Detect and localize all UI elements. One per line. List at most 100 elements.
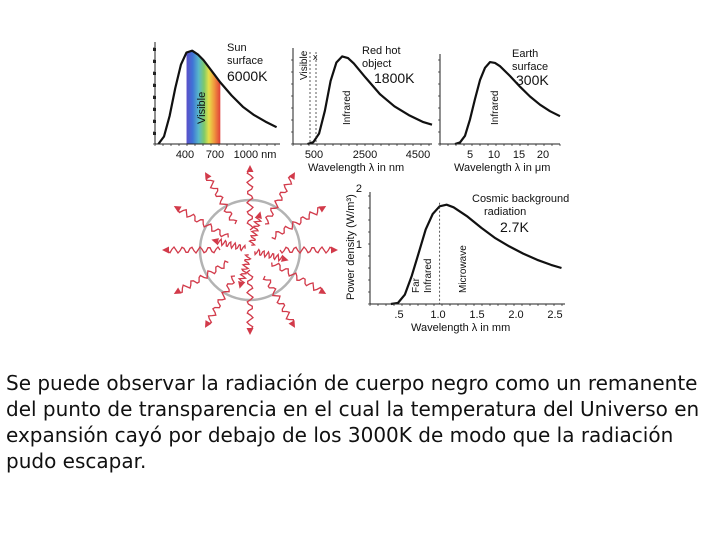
red-hot-x-tick-label: 500 <box>305 149 323 161</box>
earth-x-tick-label: 10 <box>488 149 500 161</box>
earth-curve <box>454 61 561 146</box>
photon-arrow <box>264 172 295 225</box>
photon-wave <box>207 275 236 325</box>
photon-arrow <box>205 275 236 328</box>
earth-infrared-label: Infrared <box>490 91 501 125</box>
sun-y-major-tick <box>153 96 156 99</box>
earth-label-3: 300K <box>516 72 549 88</box>
sun-y-major-tick <box>153 132 156 135</box>
photon-arrow <box>173 206 229 238</box>
cmb-x-ticks: .5 1.0 1.5 2.0 2.5 <box>394 309 562 321</box>
sun-y-major-tick <box>153 72 156 75</box>
sun-surface-panel: 400 700 1000 nm Visible Sun surface 6000K <box>153 42 280 161</box>
cmb-x-tick-label: 2.0 <box>508 309 523 321</box>
cmb-label-1: Cosmic background <box>472 193 569 205</box>
cmb-x-axis-label: Wavelength λ in mm <box>411 322 510 334</box>
sun-curve-line <box>157 49 278 145</box>
cmb-label-2: radiation <box>484 206 526 218</box>
photon-arrowhead <box>318 206 327 213</box>
photon-arrowhead <box>281 255 289 262</box>
photon-wave <box>205 178 238 225</box>
photon-wave <box>248 216 263 246</box>
red-hot-top-mark: x <box>313 52 318 62</box>
sun-band-label: Visible <box>196 92 208 124</box>
blackbody-figure: 400 700 1000 nm Visible Sun surface 6000K … <box>153 42 569 335</box>
cmb-y-tick-label: 2 <box>356 183 362 195</box>
red-hot-x-axis-label: Wavelength λ in nm <box>308 162 404 174</box>
photon-arrow <box>173 260 229 294</box>
photon-arrowhead <box>246 328 254 335</box>
photon-arrowhead <box>255 211 262 219</box>
sun-y-major-tick <box>153 48 156 51</box>
photon-wave <box>254 248 284 263</box>
red-hot-label-2: object <box>362 58 391 70</box>
cmb-far-label: Far <box>411 277 422 293</box>
photon-arrow <box>246 269 254 335</box>
sun-y-major-tick <box>153 108 156 111</box>
radiating-sphere-illustration <box>162 165 338 335</box>
sun-label-3: 6000K <box>227 68 268 84</box>
photon-arrow <box>254 248 289 263</box>
sun-x-tick-label: 700 <box>206 149 224 161</box>
earth-curve-line <box>454 61 561 146</box>
earth-label-1: Earth <box>512 48 538 60</box>
photon-arrowhead <box>331 246 338 254</box>
red-hot-label-1: Red hot <box>362 45 401 57</box>
red-hot-x-ticks: 500 2500 4500 <box>305 149 430 161</box>
photon-wave <box>167 245 221 255</box>
sun-y-major-tick <box>153 120 156 123</box>
cmb-curve-line <box>390 203 562 306</box>
cmb-microwave-label: Microwave <box>458 245 469 293</box>
cmb-curve <box>390 203 562 306</box>
photon-arrowhead <box>205 172 212 180</box>
red-hot-x-tick-label: 4500 <box>406 149 430 161</box>
photon-arrowhead <box>288 320 295 328</box>
photon-wave <box>246 170 254 231</box>
photon-arrowhead <box>205 320 212 328</box>
photon-arrow <box>205 172 238 225</box>
earth-x-tick-label: 5 <box>467 149 473 161</box>
photon-arrowhead <box>173 206 182 213</box>
earth-surface-panel: 5 10 15 20 Infrared Earth surface 300K Wave… <box>438 48 561 174</box>
photon-arrow <box>162 245 221 255</box>
sun-curve <box>157 49 278 145</box>
earth-axes <box>438 54 561 146</box>
photon-arrow <box>248 211 263 246</box>
red-hot-label-3: 1800K <box>374 70 415 86</box>
photon-wave <box>262 275 295 322</box>
earth-x-ticks: 5 10 15 20 <box>467 149 549 161</box>
photon-wave <box>279 245 333 255</box>
cmb-y-axis-label: Power density (W/m³) <box>345 194 357 300</box>
photon-wave <box>177 208 229 238</box>
photon-arrowhead <box>238 281 245 289</box>
cmb-y-tick-label: 1 <box>356 239 362 251</box>
sun-label-1: Sun <box>227 42 247 54</box>
figure-caption: Se puede observar la radiación de cuerpo… <box>6 371 700 473</box>
photon-arrow <box>237 254 252 289</box>
sun-axes <box>153 42 280 146</box>
sun-x-ticks: 400 700 1000 nm <box>176 149 277 161</box>
sun-x-tick-label: 400 <box>176 149 194 161</box>
earth-x-tick-label: 15 <box>513 149 525 161</box>
photon-arrow <box>211 237 246 252</box>
cmb-axes <box>368 192 565 306</box>
photon-wave <box>216 237 246 252</box>
photon-arrowhead <box>288 172 295 180</box>
cmb-infrared-label: Infrared <box>423 259 434 293</box>
earth-x-axis-label: Wavelength λ in μm <box>454 162 550 174</box>
photon-arrow <box>246 165 254 231</box>
photon-wave <box>237 254 252 284</box>
photon-arrow <box>279 245 338 255</box>
photon-wave <box>179 260 229 294</box>
sun-label-2: surface <box>227 55 263 67</box>
red-hot-visible-label: Visible <box>299 50 310 80</box>
red-hot-curve <box>307 55 433 146</box>
cmb-x-tick-label: 2.5 <box>547 309 562 321</box>
photon-arrowhead <box>318 287 327 294</box>
photon-wave <box>264 175 293 225</box>
cmb-x-tick-label: .5 <box>394 309 403 321</box>
photon-arrowhead <box>211 238 219 245</box>
red-hot-infrared-label: Infrared <box>342 91 353 125</box>
photon-arrows <box>162 165 338 335</box>
red-hot-x-tick-label: 2500 <box>353 149 377 161</box>
